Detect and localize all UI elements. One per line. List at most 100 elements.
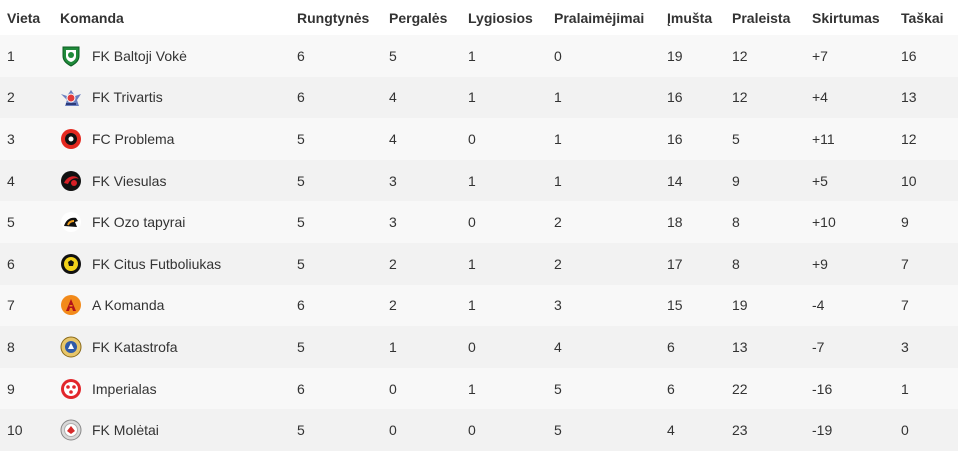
conceded-cell: 13 — [732, 338, 748, 355]
played-cell: 5 — [297, 214, 305, 231]
points-cell: 1 — [901, 380, 909, 397]
place-cell: 2 — [7, 89, 15, 106]
diff-cell: -16 — [812, 380, 833, 397]
header-played: Rungtynės — [297, 9, 370, 26]
scored-cell: 16 — [667, 89, 683, 106]
winged-crest-logo-icon — [60, 86, 82, 108]
orange-a-letter-logo-icon — [60, 294, 82, 316]
table-row-4: 4 FK Viesulas 5 3 1 1 14 9 +5 10 — [0, 159, 958, 202]
place-cell: 9 — [7, 380, 15, 397]
header-team: Komanda — [60, 9, 124, 26]
losses-cell: 1 — [554, 172, 562, 189]
losses-cell: 1 — [554, 130, 562, 147]
losses-cell: 2 — [554, 255, 562, 272]
header-draws: Lygiosios — [468, 9, 533, 26]
scored-cell: 16 — [667, 130, 683, 147]
scored-cell: 6 — [667, 380, 675, 397]
wins-cell: 4 — [389, 89, 397, 106]
team-cell: FK Citus Futboliukas — [60, 243, 297, 285]
red-swirl-logo-icon — [60, 170, 82, 192]
header-points: Taškai — [901, 9, 944, 26]
draws-cell: 1 — [468, 297, 476, 314]
played-cell: 6 — [297, 380, 305, 397]
table-row-7: 7 A Komanda 6 2 1 3 15 19 -4 7 — [0, 284, 958, 327]
conceded-cell: 12 — [732, 47, 748, 64]
wins-cell: 4 — [389, 130, 397, 147]
draws-cell: 1 — [468, 380, 476, 397]
team-cell: FK Baltoji Vokė — [60, 35, 297, 77]
table-header: Vieta Komanda Rungtynės Pergalės Lygiosi… — [0, 0, 958, 35]
points-cell: 9 — [901, 214, 909, 231]
header-wins: Pergalės — [389, 9, 448, 26]
losses-cell: 0 — [554, 47, 562, 64]
draws-cell: 1 — [468, 89, 476, 106]
played-cell: 5 — [297, 130, 305, 147]
played-cell: 5 — [297, 338, 305, 355]
diff-cell: +10 — [812, 214, 836, 231]
diff-cell: +11 — [812, 130, 835, 147]
draws-cell: 0 — [468, 214, 476, 231]
diff-cell: +5 — [812, 172, 828, 189]
table-row-8: 8 FK Katastrofa 5 1 0 4 6 13 -7 3 — [0, 326, 958, 368]
points-cell: 7 — [901, 255, 909, 272]
diff-cell: +7 — [812, 47, 828, 64]
draws-cell: 0 — [468, 338, 476, 355]
table-row-1: 1 FK Baltoji Vokė 6 5 1 0 19 12 +7 16 — [0, 35, 958, 77]
team-name: FK Molėtai — [92, 422, 159, 439]
tapir-logo-icon — [60, 211, 82, 233]
draws-cell: 1 — [468, 255, 476, 272]
played-cell: 5 — [297, 255, 305, 272]
team-name: A Komanda — [92, 297, 165, 314]
conceded-cell: 5 — [732, 130, 740, 147]
scored-cell: 4 — [667, 422, 675, 439]
table-row-2: 2 FK Trivartis 6 4 1 1 16 12 +4 13 — [0, 76, 958, 119]
played-cell: 6 — [297, 297, 305, 314]
table-row-10: 10 FK Molėtai 5 0 0 5 4 23 -19 0 — [0, 409, 958, 451]
points-cell: 13 — [901, 89, 917, 106]
scored-cell: 14 — [667, 172, 683, 189]
conceded-cell: 8 — [732, 255, 740, 272]
conceded-cell: 9 — [732, 172, 740, 189]
team-cell: Imperialas — [60, 368, 297, 410]
table-row-3: 3 FC Problema 5 4 0 1 16 5 +11 12 — [0, 118, 958, 160]
points-cell: 10 — [901, 172, 917, 189]
wins-cell: 5 — [389, 47, 397, 64]
diff-cell: -7 — [812, 338, 825, 355]
place-cell: 4 — [7, 172, 15, 189]
diff-cell: -4 — [812, 297, 825, 314]
draws-cell: 1 — [468, 172, 476, 189]
team-cell: FK Katastrofa — [60, 326, 297, 368]
points-cell: 7 — [901, 297, 909, 314]
grey-red-crest-logo-icon — [60, 419, 82, 441]
team-name: FK Viesulas — [92, 172, 167, 189]
points-cell: 0 — [901, 422, 909, 439]
team-name: FK Trivartis — [92, 89, 163, 106]
team-cell: FK Ozo tapyrai — [60, 201, 297, 243]
table-row-6: 6 FK Citus Futboliukas 5 2 1 2 17 8 +9 7 — [0, 242, 958, 285]
played-cell: 5 — [297, 172, 305, 189]
green-shield-logo-icon — [60, 45, 82, 67]
header-place: Vieta — [7, 9, 41, 26]
place-cell: 1 — [7, 47, 15, 64]
conceded-cell: 8 — [732, 214, 740, 231]
table-body: 1 FK Baltoji Vokė 6 5 1 0 19 12 +7 16 2 … — [0, 35, 958, 451]
wins-cell: 2 — [389, 297, 397, 314]
draws-cell: 0 — [468, 422, 476, 439]
table-row-5: 5 FK Ozo tapyrai 5 3 0 2 18 8 +10 9 — [0, 201, 958, 243]
losses-cell: 5 — [554, 422, 562, 439]
scored-cell: 19 — [667, 47, 683, 64]
scored-cell: 18 — [667, 214, 683, 231]
header-scored: Įmušta — [667, 9, 713, 26]
team-cell: A Komanda — [60, 285, 297, 327]
losses-cell: 4 — [554, 338, 562, 355]
place-cell: 7 — [7, 297, 15, 314]
place-cell: 3 — [7, 130, 15, 147]
losses-cell: 1 — [554, 89, 562, 106]
wins-cell: 0 — [389, 380, 397, 397]
scored-cell: 17 — [667, 255, 683, 272]
wins-cell: 3 — [389, 172, 397, 189]
played-cell: 6 — [297, 47, 305, 64]
team-cell: FK Trivartis — [60, 77, 297, 119]
yellow-black-ball-logo-icon — [60, 253, 82, 275]
place-cell: 6 — [7, 255, 15, 272]
